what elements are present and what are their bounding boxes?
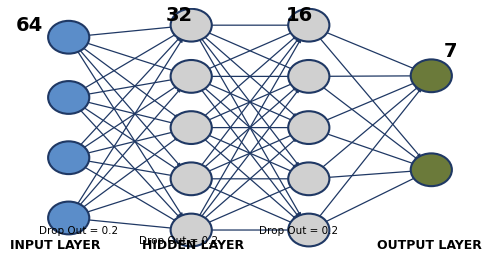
Ellipse shape xyxy=(48,202,90,234)
Text: HIDDEN LAYER: HIDDEN LAYER xyxy=(142,239,244,252)
Text: INPUT LAYER: INPUT LAYER xyxy=(10,239,101,252)
Ellipse shape xyxy=(48,81,90,114)
Ellipse shape xyxy=(48,141,90,174)
Ellipse shape xyxy=(288,162,330,195)
Ellipse shape xyxy=(48,21,90,54)
Text: OUTPUT LAYER: OUTPUT LAYER xyxy=(378,239,482,252)
Ellipse shape xyxy=(288,9,330,42)
Ellipse shape xyxy=(288,111,330,144)
Ellipse shape xyxy=(288,60,330,93)
Ellipse shape xyxy=(410,153,452,186)
Ellipse shape xyxy=(170,214,212,247)
Text: 16: 16 xyxy=(286,6,312,25)
Text: 32: 32 xyxy=(166,6,192,25)
Ellipse shape xyxy=(170,162,212,195)
Text: Drop Out = 0.2: Drop Out = 0.2 xyxy=(39,226,118,236)
Ellipse shape xyxy=(410,59,452,92)
Ellipse shape xyxy=(170,60,212,93)
Ellipse shape xyxy=(288,214,330,247)
Text: Drop Out = 0.2: Drop Out = 0.2 xyxy=(260,226,338,236)
Text: Drop Out = 0.2: Drop Out = 0.2 xyxy=(140,235,218,246)
Text: 64: 64 xyxy=(16,16,43,35)
Ellipse shape xyxy=(170,9,212,42)
Ellipse shape xyxy=(170,111,212,144)
Text: 7: 7 xyxy=(444,42,458,61)
